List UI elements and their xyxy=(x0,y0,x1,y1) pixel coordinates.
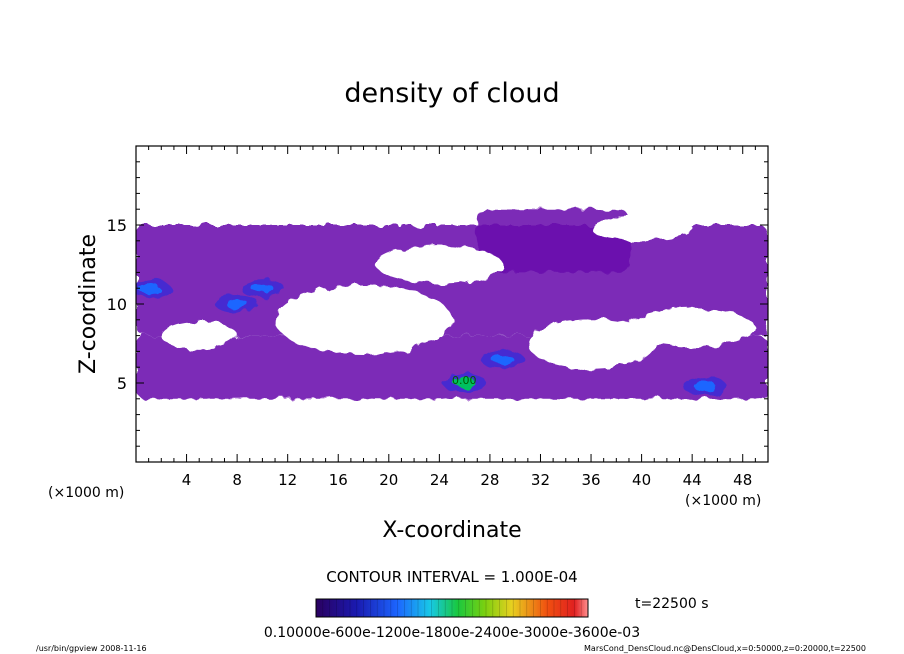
peak-region xyxy=(491,354,514,365)
contour-interval-label: CONTOUR INTERVAL = 1.000E-04 xyxy=(326,568,577,586)
x-tick-label: 4 xyxy=(182,471,192,489)
x-tick-label: 28 xyxy=(480,471,499,489)
peak-region xyxy=(137,283,160,294)
x-tick-label: 36 xyxy=(581,471,600,489)
colorbar xyxy=(315,598,589,618)
peak-region xyxy=(251,283,274,294)
x-tick-label: 20 xyxy=(379,471,398,489)
x-tick-label: 44 xyxy=(683,471,702,489)
cloud-gap xyxy=(591,215,693,241)
cloud-gap xyxy=(628,308,756,347)
footer-right: MarsCond_DensCloud.nc@DensCloud,x=0:5000… xyxy=(584,644,866,653)
y-tick-labels: 5 10 15 xyxy=(107,216,127,393)
x-tick-label: 24 xyxy=(430,471,449,489)
cloud-gap xyxy=(527,318,655,369)
colorbar-tick-labels: 0.10000e-600e-1200e-1800e-2400e-3000e-36… xyxy=(264,625,640,641)
x-tick-label: 12 xyxy=(278,471,297,489)
x-tick-label: 40 xyxy=(632,471,651,489)
y-tick-label: 10 xyxy=(107,295,127,314)
chart-title: density of cloud xyxy=(344,78,559,109)
x-tick-label: 32 xyxy=(531,471,550,489)
time-label: t=22500 s xyxy=(635,596,709,612)
y-tick-label: 5 xyxy=(117,374,127,393)
cloud-gap xyxy=(275,285,452,355)
y-axis-label: Z-coordinate xyxy=(76,234,101,374)
x-unit-left: (×1000 m) xyxy=(48,485,124,501)
axis-ticks xyxy=(136,146,768,462)
x-unit-right: (×1000 m) xyxy=(685,493,761,509)
y-tick-label: 15 xyxy=(107,216,127,235)
cloud-field xyxy=(136,209,768,399)
cloud-layer-dome xyxy=(477,209,629,273)
x-tick-label: 8 xyxy=(232,471,242,489)
peak-region xyxy=(453,378,476,388)
x-tick-label: 16 xyxy=(329,471,348,489)
footer-left: /usr/bin/gpview 2008-11-16 xyxy=(36,644,147,653)
x-tick-labels: 4 8 12 16 20 24 28 32 36 40 44 48 xyxy=(182,471,752,489)
x-tick-label: 48 xyxy=(733,471,752,489)
x-axis-label: X-coordinate xyxy=(382,518,521,543)
cloud-gap xyxy=(161,321,238,350)
cloud-gap xyxy=(376,245,503,284)
peak-region xyxy=(226,299,249,309)
contour-line-label: 0.00 xyxy=(452,374,477,387)
peak-region xyxy=(693,381,716,392)
